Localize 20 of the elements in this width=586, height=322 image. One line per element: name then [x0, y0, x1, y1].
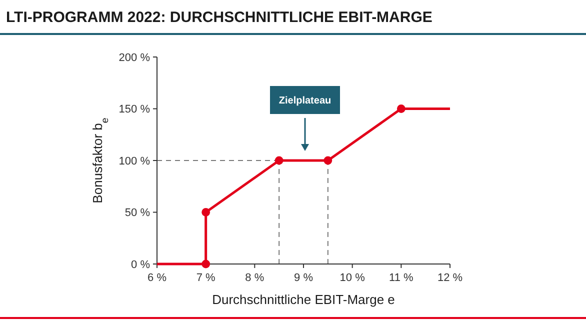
point: [324, 156, 332, 165]
y-tick-label: 100 %: [118, 155, 150, 168]
y-tick-label: 150 %: [118, 104, 150, 116]
y-tick-label: 50 %: [124, 207, 150, 220]
x-axis-title: Durchschnittliche EBIT-Marge e: [212, 292, 395, 307]
y-tick-label: 0 %: [131, 258, 150, 271]
x-tick-label: 7 %: [196, 272, 216, 284]
point: [202, 260, 210, 268]
y-tick-label: 200 %: [118, 52, 150, 64]
x-tick-label: 8 %: [245, 272, 264, 284]
annotation: Zielplateau: [278, 96, 332, 106]
point: [274, 156, 284, 165]
x-tick-label: 12 %: [437, 272, 463, 284]
point: [202, 208, 210, 216]
point: [396, 104, 406, 113]
x-tick-label: 11 %: [389, 272, 414, 284]
chart-title: LTI-PROGRAMM 2022: DURCHSCHNITTLICHE EBIT-MARGE: [6, 9, 432, 26]
x-tick-label: 10 %: [340, 272, 366, 284]
x-tick-label: 9 %: [294, 272, 314, 284]
x-tick-label: 6 %: [148, 272, 167, 284]
